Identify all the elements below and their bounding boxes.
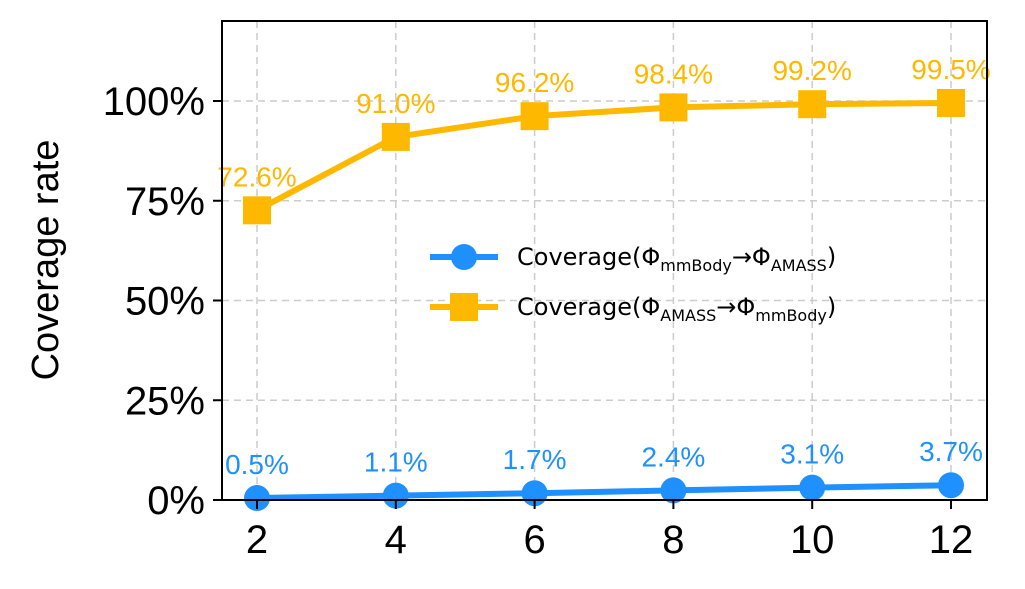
x-tick-label: 10 (790, 518, 835, 562)
legend-entry: Coverage(ΦAMASS→ΦmmBody) (517, 293, 836, 325)
data-point-circle (938, 472, 964, 499)
data-label: 1.1% (364, 447, 428, 478)
data-point-square (659, 93, 688, 122)
data-label: 1.7% (503, 444, 567, 475)
series-line (256, 482, 952, 502)
data-label: 3.7% (919, 436, 983, 467)
data-label: 3.1% (780, 439, 844, 470)
legend-marker-circle (451, 244, 477, 270)
x-tick-label: 8 (662, 518, 684, 562)
x-tick-label: 12 (929, 518, 974, 562)
data-label: 91.0% (356, 88, 435, 119)
legend-entry: Coverage(ΦmmBody→ΦAMASS) (517, 243, 836, 275)
data-point-circle (660, 477, 687, 504)
plot-frame (221, 20, 988, 501)
data-label: 96.2% (495, 67, 574, 98)
y-tick-label: 100% (103, 80, 205, 124)
data-point-circle (244, 485, 270, 512)
data-label: 0.5% (225, 449, 289, 480)
data-point-square (937, 88, 965, 117)
data-point-square (243, 196, 271, 225)
data-labels: 0.5% 1.1% 1.7% 2.4% 3.1% 3.7% 72.6% 91.0% 96.2% 9… (217, 54, 990, 480)
data-label: 99.5% (911, 54, 990, 85)
data-label: 72.6% (217, 161, 296, 192)
y-axis-label: Coverage rate (25, 140, 67, 381)
data-point-circle (799, 474, 826, 501)
x-tick-label: 4 (385, 518, 407, 562)
data-point-square (798, 90, 827, 119)
axes: 2 4 6 8 10 12 0% 25% 50% 75% 100% (103, 80, 974, 562)
data-point-circle (382, 482, 409, 509)
y-tick-label: 50% (125, 280, 205, 324)
x-tick-label: 2 (246, 518, 268, 562)
legend: Coverage(ΦmmBody→ΦAMASS) Coverage(ΦAMASS→… (430, 243, 836, 325)
y-tick-label: 0% (147, 479, 205, 523)
series-layer (243, 88, 965, 512)
data-label: 98.4% (634, 58, 713, 89)
y-tick-label: 75% (125, 180, 205, 224)
x-tick-label: 6 (523, 518, 545, 562)
data-label: 2.4% (641, 441, 705, 472)
series-line (255, 99, 952, 213)
y-tick-label: 25% (125, 379, 205, 423)
data-point-square (520, 102, 549, 131)
data-label: 99.2% (772, 55, 851, 86)
legend-marker-square (450, 293, 478, 321)
data-point-square (381, 122, 410, 151)
